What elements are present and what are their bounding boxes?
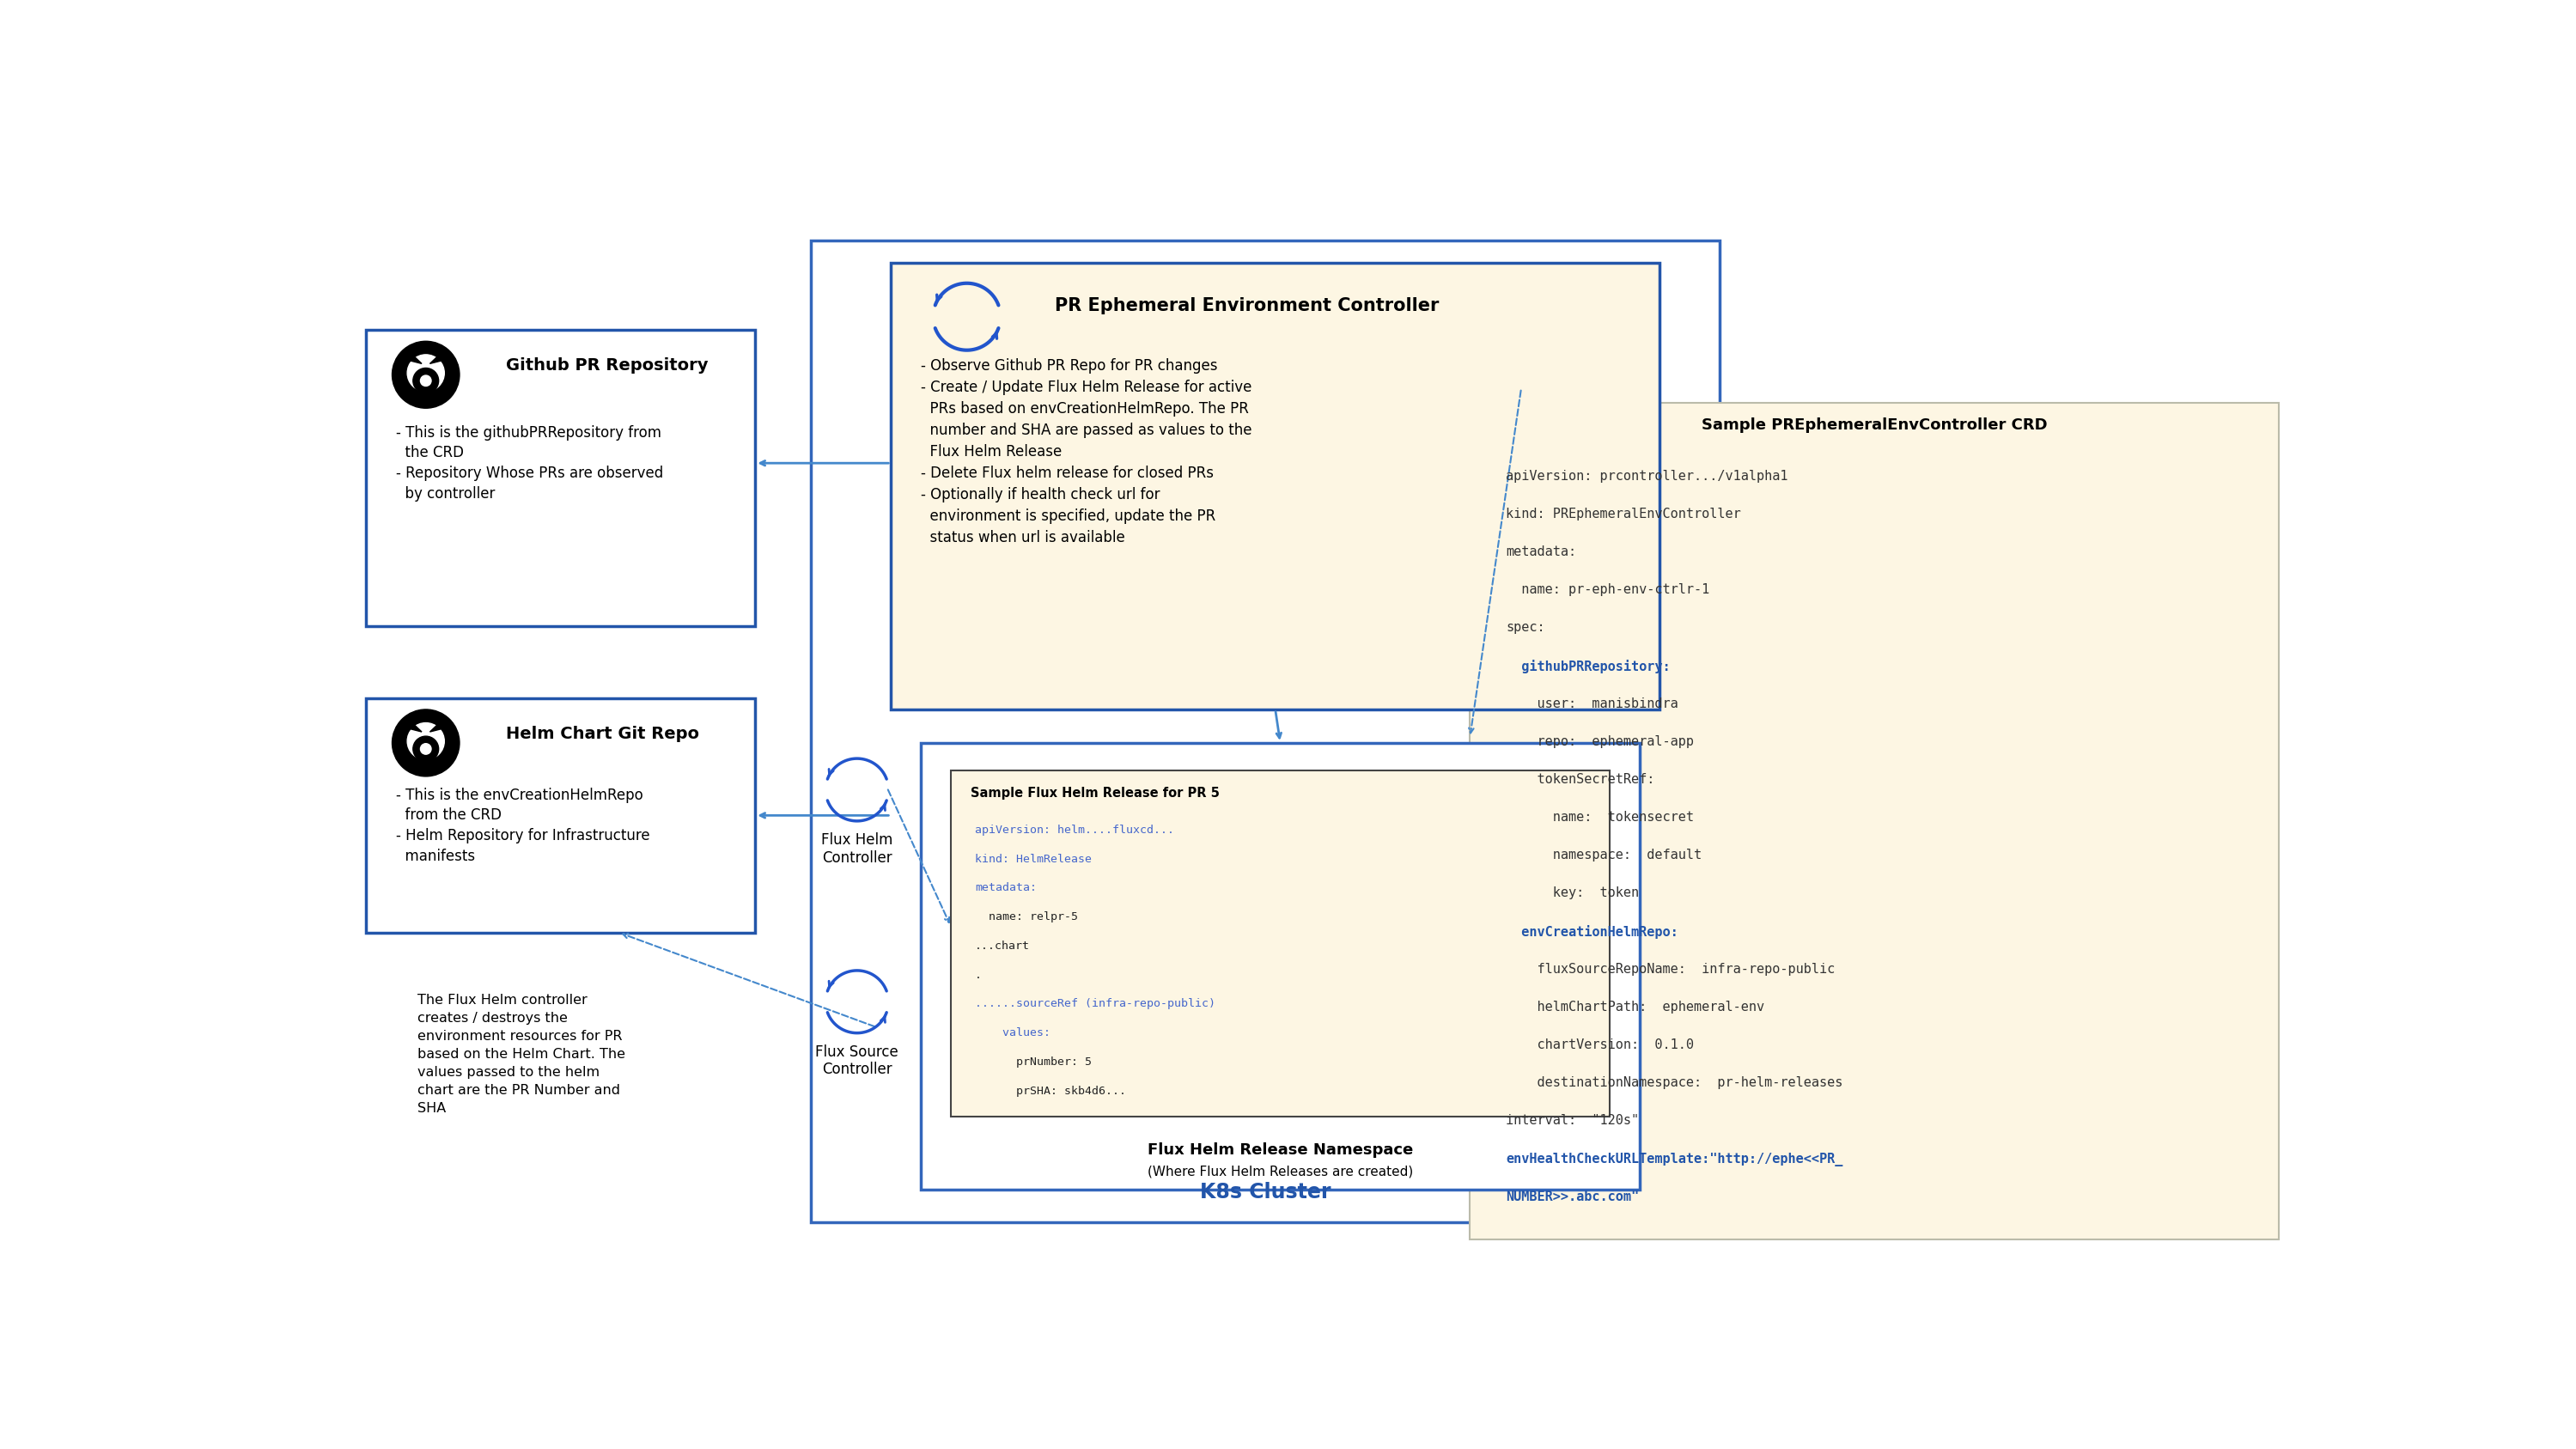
- Text: Github PR Repository: Github PR Repository: [505, 358, 708, 374]
- Ellipse shape: [420, 743, 430, 755]
- Text: PR Ephemeral Environment Controller: PR Ephemeral Environment Controller: [1054, 297, 1440, 314]
- Ellipse shape: [412, 368, 438, 394]
- Text: Flux Helm Release Namespace: Flux Helm Release Namespace: [1146, 1142, 1414, 1158]
- Text: helmChartPath:  ephemeral-env: helmChartPath: ephemeral-env: [1507, 1001, 1765, 1013]
- Text: envCreationHelmRepo:: envCreationHelmRepo:: [1507, 924, 1680, 939]
- FancyBboxPatch shape: [1471, 403, 2277, 1239]
- Text: prSHA: skb4d6...: prSHA: skb4d6...: [974, 1085, 1126, 1097]
- Ellipse shape: [392, 342, 459, 409]
- Text: kind: HelmRelease: kind: HelmRelease: [974, 853, 1092, 865]
- Text: envHealthCheckURLTemplate:"http://ephe<<PR_: envHealthCheckURLTemplate:"http://ephe<<…: [1507, 1152, 1842, 1166]
- FancyBboxPatch shape: [891, 264, 1659, 710]
- Text: githubPRRepository:: githubPRRepository:: [1507, 659, 1669, 672]
- Text: Sample PREphemeralEnvController CRD: Sample PREphemeralEnvController CRD: [1700, 417, 2048, 433]
- Text: values:: values:: [974, 1027, 1051, 1039]
- FancyBboxPatch shape: [951, 771, 1610, 1117]
- Ellipse shape: [407, 723, 443, 759]
- Text: spec:: spec:: [1507, 622, 1546, 635]
- Text: - This is the githubPRRepository from
  the CRD
- Repository Whose PRs are obser: - This is the githubPRRepository from th…: [397, 425, 662, 501]
- Text: Sample Flux Helm Release for PR 5: Sample Flux Helm Release for PR 5: [971, 787, 1221, 800]
- FancyBboxPatch shape: [920, 743, 1638, 1190]
- Text: apiVersion: helm....fluxcd...: apiVersion: helm....fluxcd...: [974, 824, 1175, 836]
- Polygon shape: [430, 724, 443, 732]
- Text: ......sourceRef (infra-repo-public): ......sourceRef (infra-repo-public): [974, 998, 1216, 1010]
- Text: user:  manisbindra: user: manisbindra: [1507, 697, 1680, 710]
- Text: tokenSecretRef:: tokenSecretRef:: [1507, 772, 1654, 785]
- Text: name: pr-eph-env-ctrlr-1: name: pr-eph-env-ctrlr-1: [1507, 584, 1710, 596]
- Text: chartVersion:  0.1.0: chartVersion: 0.1.0: [1507, 1039, 1695, 1052]
- Text: NUMBER>>.abc.com": NUMBER>>.abc.com": [1507, 1190, 1638, 1203]
- Ellipse shape: [412, 736, 438, 762]
- FancyBboxPatch shape: [811, 241, 1718, 1223]
- Text: (Where Flux Helm Releases are created): (Where Flux Helm Releases are created): [1146, 1165, 1414, 1178]
- Text: Flux Helm
Controller: Flux Helm Controller: [822, 832, 894, 865]
- Ellipse shape: [420, 375, 430, 385]
- Polygon shape: [407, 356, 422, 364]
- Text: interval:  "120s": interval: "120s": [1507, 1114, 1638, 1127]
- Text: metadata:: metadata:: [974, 882, 1036, 894]
- Text: - This is the envCreationHelmRepo
  from the CRD
- Helm Repository for Infrastru: - This is the envCreationHelmRepo from t…: [397, 788, 649, 864]
- Polygon shape: [430, 356, 443, 364]
- Text: metadata:: metadata:: [1507, 545, 1577, 558]
- Text: K8s Cluster: K8s Cluster: [1200, 1182, 1332, 1203]
- Text: key:  token: key: token: [1507, 887, 1638, 900]
- Text: name: relpr-5: name: relpr-5: [974, 911, 1077, 923]
- Ellipse shape: [392, 710, 459, 777]
- Polygon shape: [407, 724, 422, 732]
- Text: .: .: [974, 969, 981, 981]
- FancyBboxPatch shape: [366, 698, 755, 933]
- Text: kind: PREphemeralEnvController: kind: PREphemeralEnvController: [1507, 507, 1741, 520]
- Text: namespace:  default: namespace: default: [1507, 849, 1703, 862]
- Text: name:  tokensecret: name: tokensecret: [1507, 811, 1695, 824]
- Text: apiVersion: prcontroller.../v1alpha1: apiVersion: prcontroller.../v1alpha1: [1507, 469, 1788, 483]
- Text: Flux Source
Controller: Flux Source Controller: [817, 1045, 899, 1078]
- Text: Helm Chart Git Repo: Helm Chart Git Repo: [505, 726, 698, 742]
- Text: The Flux Helm controller
creates / destroys the
environment resources for PR
bas: The Flux Helm controller creates / destr…: [417, 994, 626, 1116]
- FancyBboxPatch shape: [366, 330, 755, 626]
- Ellipse shape: [407, 355, 443, 391]
- Text: repo:  ephemeral-app: repo: ephemeral-app: [1507, 735, 1695, 748]
- Text: fluxSourceRepoName:  infra-repo-public: fluxSourceRepoName: infra-repo-public: [1507, 962, 1834, 975]
- Text: destinationNamespace:  pr-helm-releases: destinationNamespace: pr-helm-releases: [1507, 1077, 1842, 1090]
- Text: ...chart: ...chart: [974, 940, 1030, 952]
- Text: prNumber: 5: prNumber: 5: [974, 1056, 1092, 1068]
- Text: - Observe Github PR Repo for PR changes
- Create / Update Flux Helm Release for : - Observe Github PR Repo for PR changes …: [920, 358, 1252, 545]
